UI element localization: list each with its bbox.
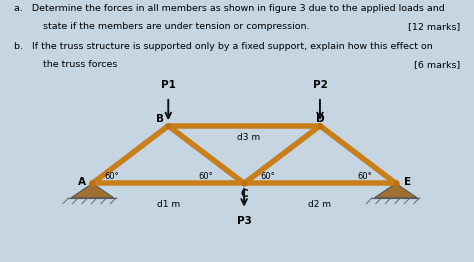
- Text: P2: P2: [312, 80, 328, 90]
- Text: A: A: [78, 177, 86, 187]
- Text: P1: P1: [161, 80, 176, 90]
- Text: D: D: [316, 114, 324, 124]
- Text: 60°: 60°: [104, 172, 119, 181]
- Text: 60°: 60°: [357, 172, 373, 181]
- Text: 60°: 60°: [260, 172, 275, 181]
- Text: P3: P3: [237, 216, 252, 226]
- Text: d1 m: d1 m: [157, 200, 180, 209]
- Text: d2 m: d2 m: [309, 200, 331, 209]
- Text: [6 marks]: [6 marks]: [413, 60, 460, 69]
- Text: B: B: [156, 114, 164, 124]
- Text: b.   If the truss structure is supported only by a fixed support, explain how th: b. If the truss structure is supported o…: [14, 42, 433, 51]
- Text: the truss forces: the truss forces: [43, 60, 117, 69]
- Text: E: E: [404, 177, 411, 187]
- Text: [12 marks]: [12 marks]: [408, 22, 460, 31]
- Text: state if the members are under tension or compression.: state if the members are under tension o…: [43, 22, 309, 31]
- Polygon shape: [374, 183, 417, 198]
- Polygon shape: [71, 183, 114, 198]
- Text: C: C: [240, 189, 248, 199]
- Text: d3 m: d3 m: [237, 133, 260, 142]
- Text: 60°: 60°: [199, 172, 214, 181]
- Text: a.   Determine the forces in all members as shown in figure 3 due to the applied: a. Determine the forces in all members a…: [14, 4, 445, 13]
